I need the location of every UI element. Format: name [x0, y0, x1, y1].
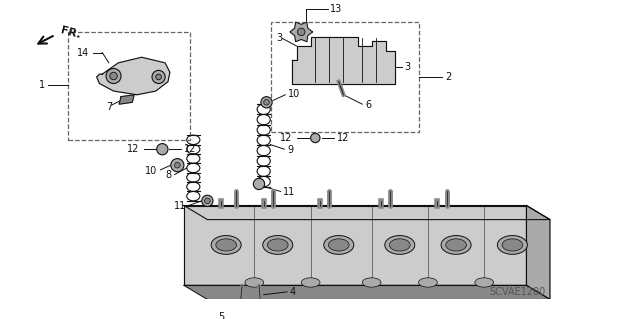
Circle shape	[152, 70, 165, 84]
Polygon shape	[184, 205, 550, 219]
Text: 1: 1	[39, 80, 45, 90]
Text: 10: 10	[145, 166, 157, 176]
Text: FR.: FR.	[59, 26, 81, 40]
Polygon shape	[184, 285, 550, 299]
Circle shape	[157, 144, 168, 155]
Text: 14: 14	[77, 48, 89, 57]
Circle shape	[310, 133, 320, 143]
Ellipse shape	[324, 235, 354, 254]
Text: SCVAE1200: SCVAE1200	[489, 287, 545, 297]
Circle shape	[106, 69, 121, 84]
Text: 13: 13	[330, 4, 342, 14]
Circle shape	[175, 162, 180, 168]
Circle shape	[261, 97, 272, 108]
Ellipse shape	[497, 235, 527, 254]
Circle shape	[253, 178, 264, 189]
Text: 7: 7	[106, 102, 112, 112]
Text: 12: 12	[127, 144, 140, 154]
Polygon shape	[292, 37, 395, 84]
Text: 12: 12	[280, 133, 292, 143]
Circle shape	[171, 159, 184, 172]
Ellipse shape	[390, 239, 410, 251]
Ellipse shape	[385, 235, 415, 254]
Circle shape	[205, 198, 210, 204]
Text: 9: 9	[287, 145, 293, 155]
Circle shape	[264, 100, 269, 105]
Ellipse shape	[328, 239, 349, 251]
Text: 12: 12	[337, 133, 349, 143]
Text: 4: 4	[290, 287, 296, 297]
Circle shape	[156, 74, 161, 80]
Text: 12: 12	[184, 144, 196, 154]
Text: 2: 2	[445, 72, 451, 82]
Polygon shape	[184, 205, 527, 285]
Polygon shape	[119, 95, 134, 104]
Ellipse shape	[263, 235, 292, 254]
Text: 5: 5	[218, 312, 224, 319]
Bar	[68, 32, 191, 140]
Ellipse shape	[268, 239, 288, 251]
Ellipse shape	[502, 239, 523, 251]
Ellipse shape	[216, 239, 236, 251]
Text: 10: 10	[288, 89, 300, 99]
Circle shape	[202, 195, 213, 206]
Bar	[271, 22, 419, 132]
Text: 3: 3	[404, 62, 411, 72]
Text: 11: 11	[284, 187, 296, 197]
Text: 8: 8	[166, 170, 172, 181]
Ellipse shape	[250, 315, 271, 319]
Text: 11: 11	[173, 202, 186, 211]
Text: 3: 3	[276, 33, 283, 42]
Ellipse shape	[441, 235, 471, 254]
Ellipse shape	[362, 278, 381, 287]
Polygon shape	[97, 57, 170, 95]
Ellipse shape	[475, 278, 493, 287]
Polygon shape	[527, 205, 550, 299]
Ellipse shape	[211, 235, 241, 254]
Ellipse shape	[245, 278, 264, 287]
Ellipse shape	[445, 239, 467, 251]
Ellipse shape	[419, 278, 437, 287]
Polygon shape	[290, 22, 312, 42]
Text: 6: 6	[365, 100, 371, 110]
Ellipse shape	[301, 278, 320, 287]
Circle shape	[110, 72, 117, 80]
Circle shape	[298, 28, 305, 36]
